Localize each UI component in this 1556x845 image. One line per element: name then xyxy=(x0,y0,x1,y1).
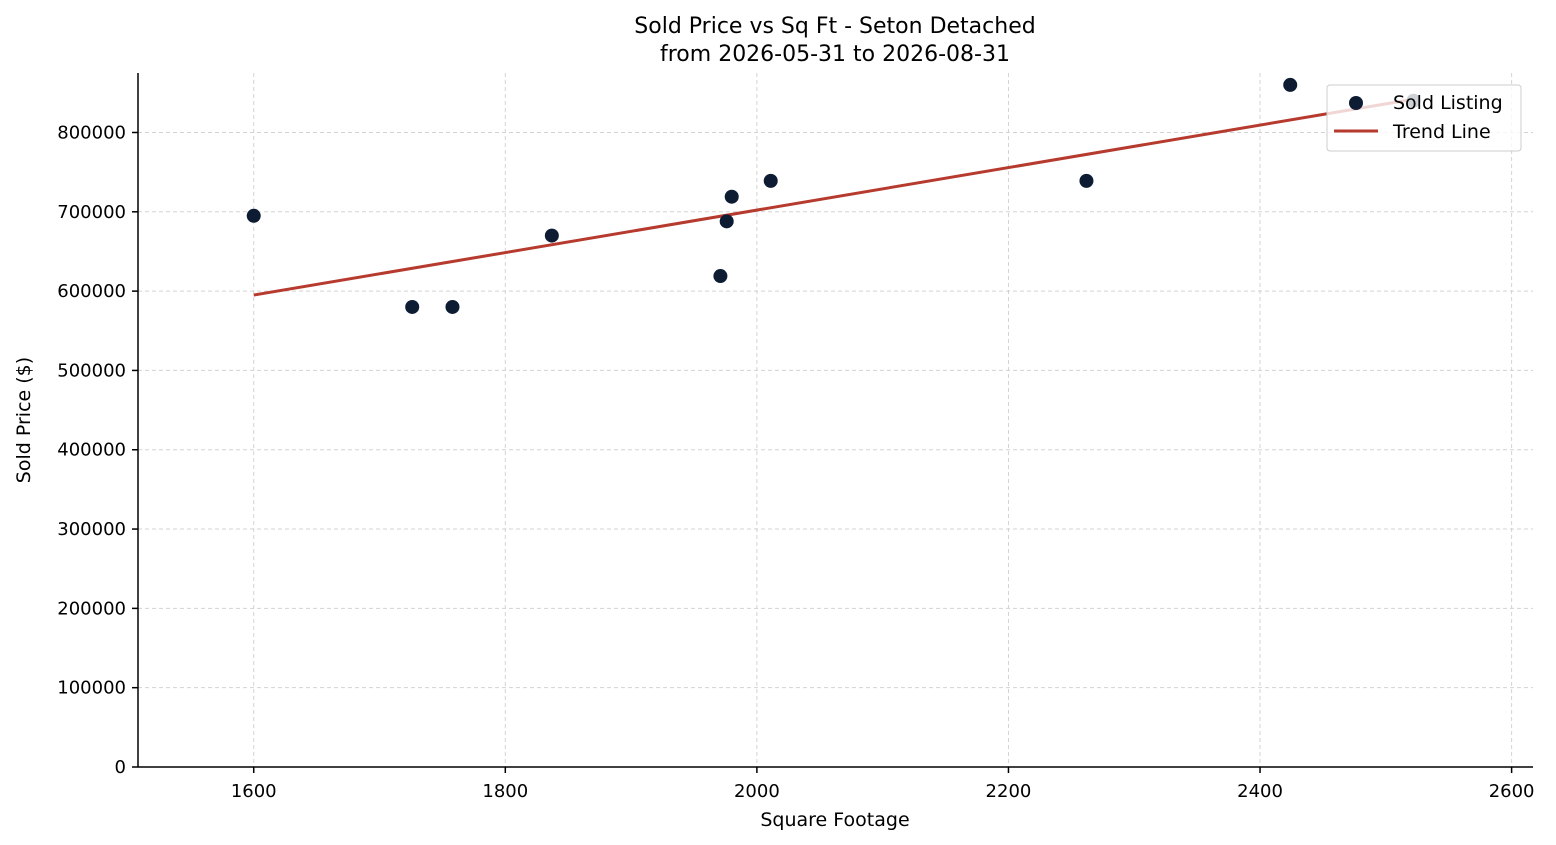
chart-subtitle: from 2026-05-31 to 2026-08-31 xyxy=(660,42,1010,67)
x-tick-label: 1800 xyxy=(482,781,528,802)
y-tick-label: 500000 xyxy=(57,360,126,381)
legend: Sold Listing Trend Line xyxy=(1326,84,1522,152)
y-tick-label: 600000 xyxy=(57,281,126,302)
y-tick-label: 700000 xyxy=(57,202,126,223)
scatter-point xyxy=(445,299,460,314)
trend-line xyxy=(253,97,1414,297)
chart-title: Sold Price vs Sq Ft - Seton Detached xyxy=(634,14,1035,39)
x-axis-label: Square Footage xyxy=(760,809,909,831)
x-tick-label: 2000 xyxy=(734,781,780,802)
x-tick-label: 2400 xyxy=(1237,781,1283,802)
legend-label-trend-line: Trend Line xyxy=(1392,121,1491,143)
y-tick-label: 200000 xyxy=(57,598,126,619)
legend-box xyxy=(1326,84,1522,152)
axes xyxy=(132,73,1533,773)
x-tick-label: 2200 xyxy=(986,781,1032,802)
points-layer xyxy=(246,77,1421,314)
legend-label-sold-listing: Sold Listing xyxy=(1393,92,1503,114)
scatter-point xyxy=(724,189,739,204)
grid xyxy=(138,73,1533,768)
y-tick-label: 300000 xyxy=(57,519,126,540)
y-axis-label: Sold Price ($) xyxy=(13,357,35,483)
trend-line-layer xyxy=(253,97,1414,297)
scatter-point xyxy=(246,208,261,223)
y-tick-label: 400000 xyxy=(57,440,126,461)
scatter-point xyxy=(1283,77,1298,92)
tick-labels: 1600 1800 2000 2200 2400 2600 0 100000 200000 300… xyxy=(57,122,1534,802)
scatter-point xyxy=(1079,173,1094,188)
scatter-point xyxy=(763,173,778,188)
y-tick-label: 0 xyxy=(115,757,126,778)
y-tick-label: 800000 xyxy=(57,122,126,143)
y-tick-label: 100000 xyxy=(57,678,126,699)
scatter-point xyxy=(405,299,420,314)
scatter-point xyxy=(713,269,728,284)
scatter-point xyxy=(719,214,734,229)
legend-marker-sold-listing xyxy=(1349,96,1363,110)
x-tick-label: 2600 xyxy=(1489,781,1535,802)
scatter-point xyxy=(544,228,559,243)
x-tick-label: 1600 xyxy=(231,781,277,802)
